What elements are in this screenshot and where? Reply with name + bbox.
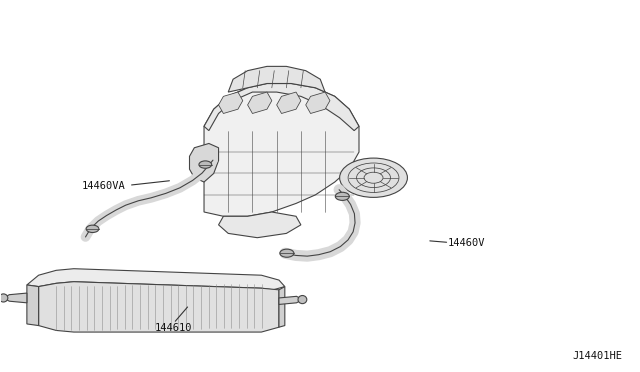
Polygon shape xyxy=(204,83,359,216)
Ellipse shape xyxy=(0,294,8,302)
Polygon shape xyxy=(248,92,272,113)
Circle shape xyxy=(199,161,212,168)
Polygon shape xyxy=(189,144,218,182)
Polygon shape xyxy=(218,92,243,113)
Polygon shape xyxy=(27,285,38,326)
Polygon shape xyxy=(3,293,27,303)
Polygon shape xyxy=(27,269,285,290)
Text: 144610: 144610 xyxy=(155,323,192,333)
Ellipse shape xyxy=(298,295,307,304)
Text: 14460V: 14460V xyxy=(447,238,485,248)
Polygon shape xyxy=(218,212,301,238)
Circle shape xyxy=(340,158,408,198)
Polygon shape xyxy=(279,296,303,304)
Polygon shape xyxy=(38,282,279,332)
Polygon shape xyxy=(306,92,330,113)
Circle shape xyxy=(335,192,349,201)
Polygon shape xyxy=(279,286,285,327)
Polygon shape xyxy=(276,92,301,113)
Circle shape xyxy=(86,225,99,232)
Text: 14460VA: 14460VA xyxy=(82,181,125,191)
Polygon shape xyxy=(228,66,325,92)
Circle shape xyxy=(280,249,294,257)
Polygon shape xyxy=(204,83,359,131)
Text: J14401HE: J14401HE xyxy=(573,351,623,361)
